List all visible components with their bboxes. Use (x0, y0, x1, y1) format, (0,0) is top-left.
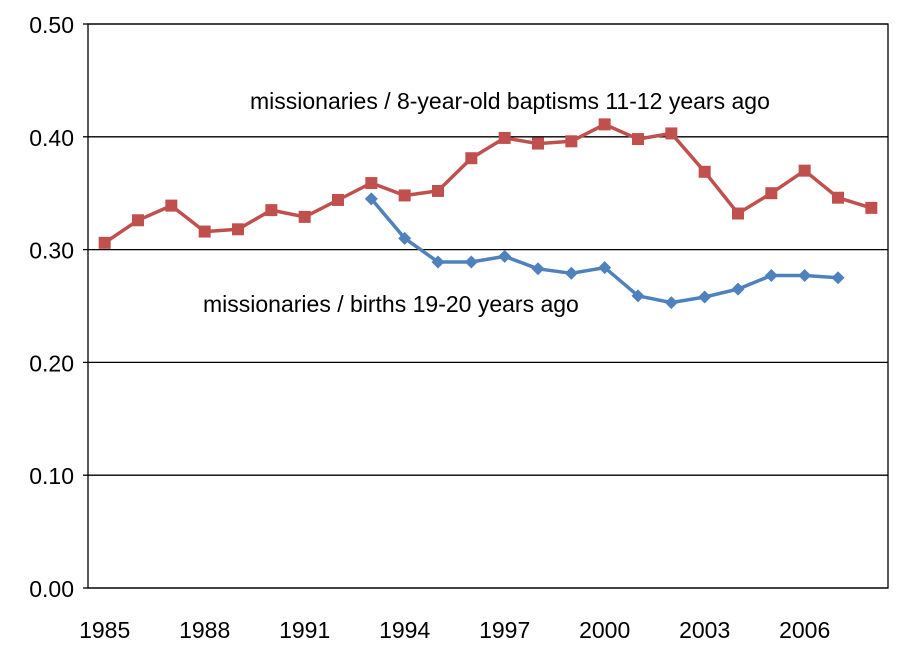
data-point (798, 269, 812, 283)
data-point (698, 290, 712, 304)
axes: 0.00 0.10 0.20 0.30 0.40 0.50 1985 1988 1991 1994… (29, 12, 889, 643)
data-point (631, 289, 645, 303)
data-point (498, 249, 512, 263)
x-tick-label: 2006 (779, 617, 830, 643)
data-point (498, 131, 511, 144)
data-point (698, 165, 711, 178)
data-point (598, 118, 611, 131)
data-point (165, 199, 178, 212)
data-point (831, 271, 845, 285)
x-tick-label: 1988 (179, 617, 230, 643)
x-tick-label: 1991 (279, 617, 330, 643)
data-point (598, 261, 612, 275)
series-line (103, 122, 872, 245)
data-point (432, 184, 444, 197)
data-point (532, 137, 544, 150)
data-point (132, 214, 144, 227)
data-point (665, 127, 678, 140)
data-point (98, 236, 111, 249)
data-point (798, 164, 811, 177)
data-point (232, 223, 244, 236)
data-point (298, 210, 311, 223)
series-baptisms-ratio (98, 118, 878, 249)
data-point (398, 231, 412, 245)
x-tick-label: 1997 (479, 617, 530, 643)
data-point (332, 193, 344, 206)
data-point (198, 225, 211, 238)
series-labels: missionaries / 8-year-old baptisms 11-12… (203, 88, 770, 317)
y-tick-label: 0.20 (29, 350, 74, 376)
data-point (732, 207, 744, 220)
plot-area-border (87, 23, 889, 589)
series-label: missionaries / 8-year-old baptisms 11-12… (250, 88, 770, 114)
x-tick-label: 1994 (379, 617, 430, 643)
data-point (664, 296, 678, 310)
data-point (365, 177, 378, 190)
data-point (265, 204, 278, 217)
data-point (832, 191, 844, 204)
data-point (398, 189, 411, 202)
y-tick-label: 0.30 (29, 238, 74, 264)
data-point (465, 152, 478, 165)
data-point (765, 187, 778, 200)
data-point (731, 282, 745, 296)
y-tick-label: 0.40 (29, 125, 74, 151)
data-point (364, 192, 378, 206)
y-tick-label: 0.50 (29, 12, 74, 38)
data-point (564, 266, 578, 280)
x-tick-label: 1985 (79, 617, 130, 643)
series-births-ratio (364, 192, 845, 310)
y-tick-label: 0.00 (29, 576, 74, 602)
data-point (865, 201, 878, 214)
data-point (431, 255, 445, 269)
series-line (369, 197, 839, 305)
x-tick-label: 2000 (579, 617, 630, 643)
x-tick-label: 2003 (679, 617, 730, 643)
data-point (632, 133, 644, 146)
data-point (764, 269, 778, 283)
y-tick-label: 0.10 (29, 463, 74, 489)
data-point (464, 255, 478, 269)
data-point (531, 262, 545, 276)
series-label: missionaries / births 19-20 years ago (203, 291, 579, 317)
data-point (565, 135, 578, 148)
series (98, 118, 878, 310)
